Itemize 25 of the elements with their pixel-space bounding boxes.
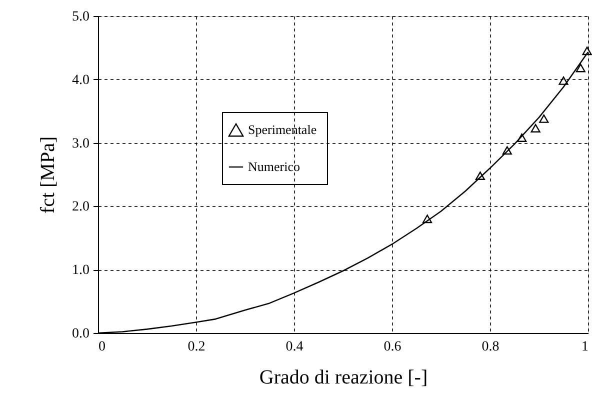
y-tick-label: 4.0 — [72, 72, 90, 88]
x-tick-label: 1 — [582, 340, 588, 354]
y-tick-label: 2.0 — [72, 200, 90, 215]
point — [517, 134, 527, 142]
y-tick-label: 3.0 — [72, 136, 90, 152]
point — [582, 46, 592, 56]
legend-label: Numerico — [248, 159, 300, 174]
point — [576, 64, 586, 72]
y-tick-label: 1.0 — [72, 263, 90, 278]
y-tick-label: 5.0 — [72, 10, 90, 24]
point — [422, 214, 432, 224]
x-tick-label: 0.2 — [188, 340, 206, 354]
y-axis-title: fct [MPa] — [37, 136, 59, 214]
x-axis-title: Grado di reazione [-] — [259, 366, 428, 388]
point — [475, 172, 485, 180]
x-tick-label: 0 — [98, 340, 106, 354]
point — [530, 124, 540, 132]
legend-label: Sperimentale — [248, 122, 317, 137]
y-tick-label: 0.0 — [72, 326, 90, 342]
point — [558, 76, 568, 85]
point — [539, 114, 549, 123]
x-tick-label: 0.8 — [482, 340, 500, 354]
x-tick-label: 0.6 — [384, 340, 402, 354]
point — [502, 146, 512, 155]
x-tick-label: 0.4 — [286, 340, 304, 354]
